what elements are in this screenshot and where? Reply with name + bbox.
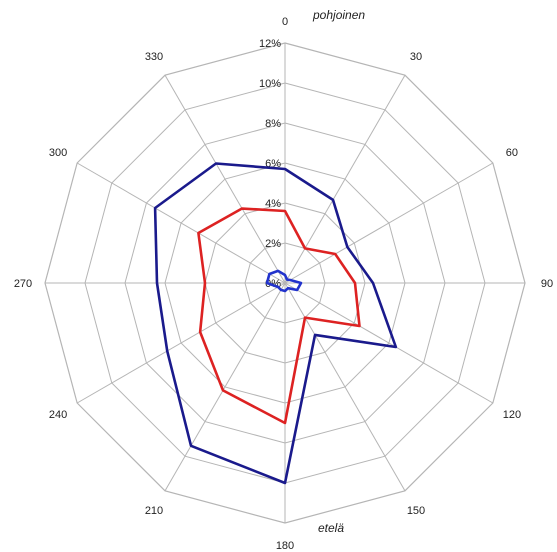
angle-label: 270: [14, 278, 32, 290]
angle-label: 120: [503, 409, 521, 421]
angle-label: 0: [282, 16, 288, 28]
angle-label: 30: [410, 51, 422, 63]
north-caption: pohjoinen: [313, 8, 366, 22]
angle-label: 150: [407, 505, 425, 517]
angle-label: 180: [276, 540, 294, 552]
angle-label: 60: [506, 147, 518, 159]
radial-tick-label: 4%: [265, 198, 281, 210]
angle-label: 330: [145, 51, 163, 63]
series-line: [197, 207, 361, 425]
grid-spoke: [76, 282, 286, 404]
angle-label: 90: [541, 278, 553, 290]
series-line: [265, 269, 303, 293]
grid-spoke: [284, 162, 494, 284]
grid-spoke: [284, 282, 494, 404]
radial-tick-label: 2%: [265, 238, 281, 250]
radial-tick-label: 10%: [259, 78, 281, 90]
angle-label: 210: [145, 505, 163, 517]
angle-label: 300: [49, 147, 67, 159]
radial-tick-label: 12%: [259, 38, 281, 50]
angle-label: 240: [49, 409, 67, 421]
grid-spoke: [164, 282, 286, 492]
grid-spoke: [76, 162, 286, 284]
grid-spoke: [164, 74, 286, 284]
radial-tick-label: 8%: [265, 118, 281, 130]
south-caption: etelä: [318, 521, 345, 535]
series-line: [153, 162, 398, 485]
grid-spoke: [284, 282, 406, 492]
